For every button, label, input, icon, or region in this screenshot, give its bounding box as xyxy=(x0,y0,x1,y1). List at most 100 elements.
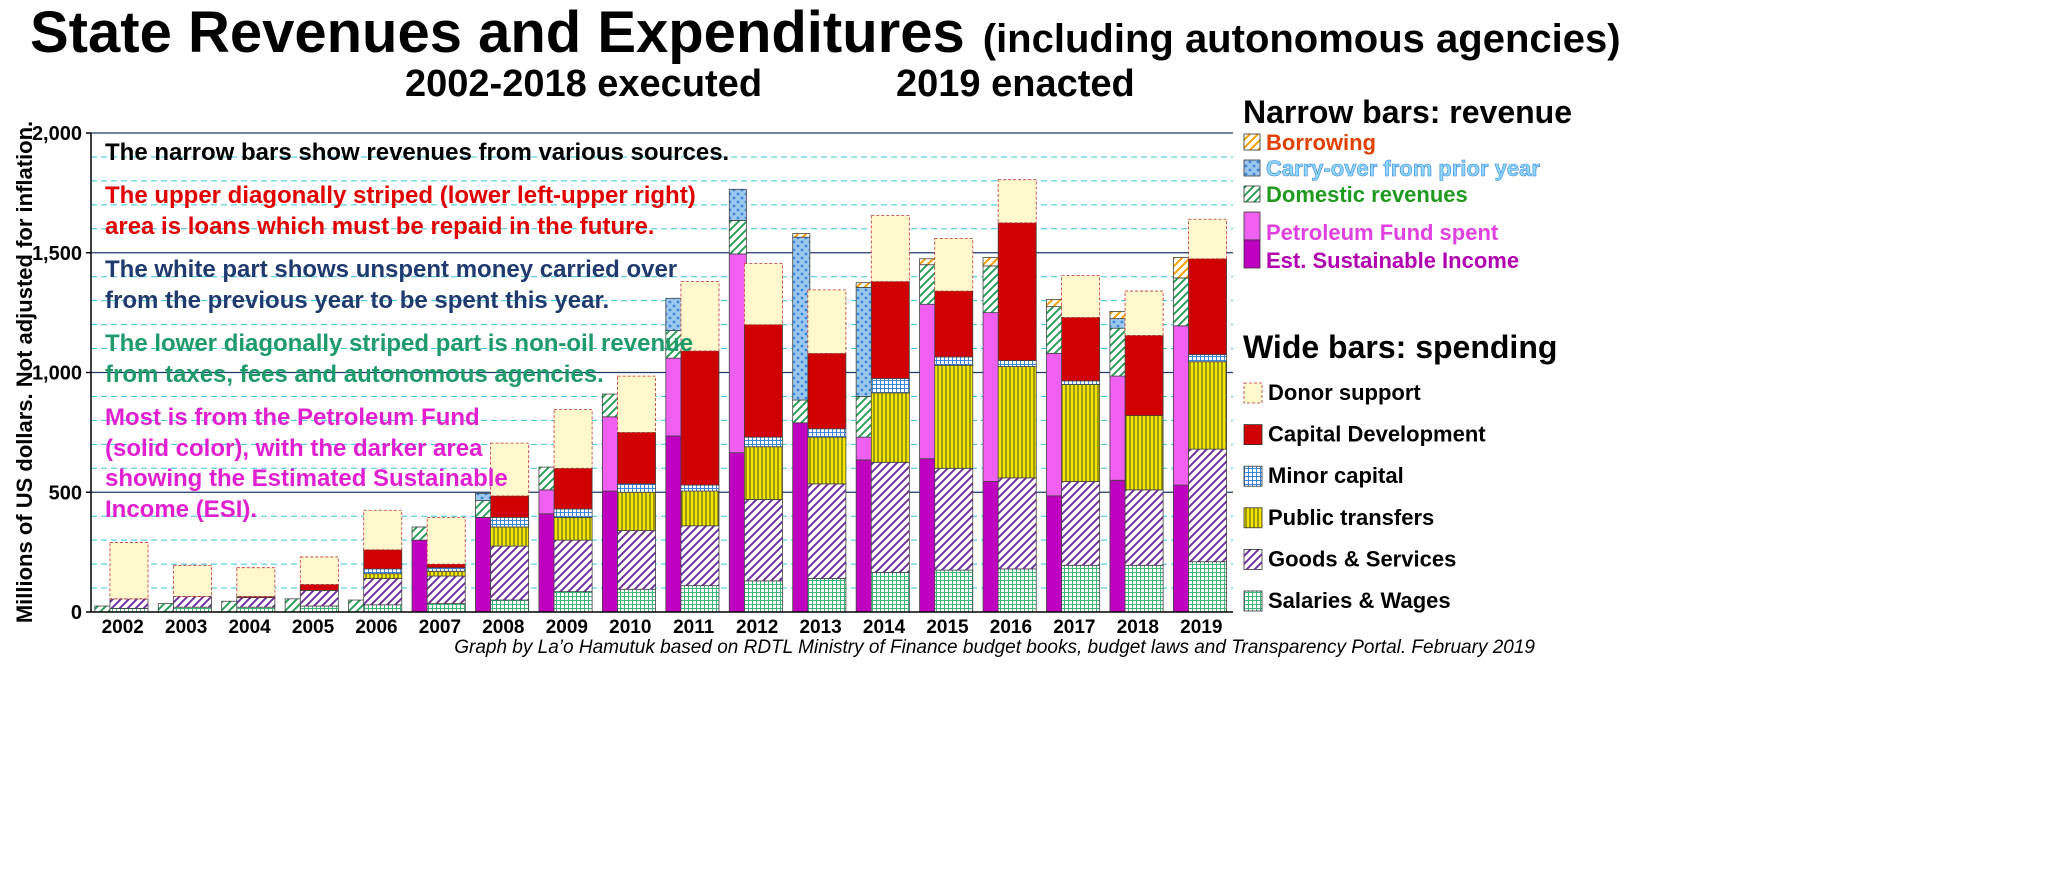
spending-bar-segment xyxy=(680,484,720,492)
x-tick-label: 2007 xyxy=(419,617,461,638)
spending-bar-segment xyxy=(617,491,656,531)
x-tick-label: 2014 xyxy=(863,617,906,638)
chart-credit: Graph by La’o Hamutuk based on RDTL Mini… xyxy=(454,637,1535,658)
spending-bar-segment xyxy=(807,483,847,579)
revenue-bar-segment xyxy=(1109,375,1128,481)
revenue-legend-label: Carry-over from prior year xyxy=(1266,156,1540,181)
revenue-legend-title: Narrow bars: revenue xyxy=(1243,94,1572,130)
spending-bar-segment xyxy=(870,392,910,463)
spending-bar-segment xyxy=(553,467,593,510)
y-tick-label: 2,000 xyxy=(32,123,82,145)
spending-bar-segment xyxy=(363,604,403,613)
spending-bar-segment xyxy=(553,516,593,541)
spending-bar-segment xyxy=(934,356,974,366)
spending-bar-segment xyxy=(299,584,339,591)
spending-legend-label: Capital Development xyxy=(1268,422,1486,447)
revenue-bar-segment xyxy=(601,393,620,418)
spending-legend-label: Goods & Services xyxy=(1268,546,1456,571)
spending-bar-segment xyxy=(172,564,212,597)
annotation-text: Most is from the Petroleum Fund xyxy=(105,404,480,431)
revenue-bar-segment xyxy=(919,303,938,460)
spending-bar-segment xyxy=(743,446,783,500)
x-tick-label: 2015 xyxy=(926,617,969,638)
revenue-bar-segment xyxy=(475,500,494,518)
spending-bar-segment xyxy=(1061,481,1101,566)
spending-bar-segment xyxy=(1188,561,1227,613)
spending-bar-segment xyxy=(680,281,720,352)
spending-legend-swatch xyxy=(1243,549,1263,570)
spending-bar-segment xyxy=(490,599,530,613)
spending-bar-segment xyxy=(1188,218,1227,260)
revenue-bar-segment xyxy=(538,466,557,491)
spending-bar-segment xyxy=(617,483,656,493)
annotation-text: The upper diagonally striped (lower left… xyxy=(105,182,696,209)
spending-legend-label: Salaries & Wages xyxy=(1268,588,1451,613)
revenue-bar-segment xyxy=(348,599,367,613)
spending-bar-segment xyxy=(426,567,466,572)
spending-bar-segment xyxy=(1061,275,1101,318)
annotation-text: area is loans which must be repaid in th… xyxy=(105,213,654,240)
spending-bar-segment xyxy=(997,179,1037,224)
y-tick-label: 500 xyxy=(49,482,82,504)
spending-bar-segment xyxy=(617,431,656,485)
revenue-bar-segment xyxy=(1046,299,1065,308)
spending-bar-segment xyxy=(490,516,530,528)
annotation-text: from the previous year to be spent this … xyxy=(105,287,609,314)
revenue-bar-segment xyxy=(855,287,874,397)
spending-bar-segment xyxy=(1124,489,1164,566)
revenue-legend-swatch xyxy=(1243,133,1261,151)
revenue-bar-segment xyxy=(728,452,747,613)
spending-bar-segment xyxy=(934,467,974,571)
revenue-bar-segment xyxy=(982,265,1001,314)
spending-bar-segment xyxy=(934,237,974,292)
revenue-legend-label: Est. Sustainable Income xyxy=(1266,248,1519,273)
spending-bar-segment xyxy=(363,549,403,570)
spending-bar-segment xyxy=(934,290,974,358)
x-tick-label: 2017 xyxy=(1053,617,1095,638)
annotation-text: (solid color), with the darker area xyxy=(105,435,483,462)
spending-bar-segment xyxy=(997,360,1037,367)
spending-bar-segment xyxy=(870,378,910,394)
revenue-bar-segment xyxy=(1046,352,1065,497)
spending-legend-title: Wide bars: spending xyxy=(1243,329,1557,365)
spending-bar-segment xyxy=(680,585,720,613)
revenue-legend-swatch xyxy=(1243,185,1261,203)
spending-bar-segment xyxy=(870,461,910,573)
x-tick-label: 2018 xyxy=(1117,617,1159,638)
x-tick-label: 2011 xyxy=(673,617,715,638)
y-tick-label: 1,000 xyxy=(32,363,82,385)
spending-legend-label: Public transfers xyxy=(1268,505,1434,530)
revenue-bar-segment xyxy=(855,459,874,613)
spending-bar-segment xyxy=(363,573,403,579)
chart-title: State Revenues and Expenditures (includin… xyxy=(30,0,1621,65)
revenue-bar-segment xyxy=(411,526,430,541)
revenue-legend-label: Petroleum Fund spent xyxy=(1266,220,1499,245)
spending-bar-segment xyxy=(236,597,276,608)
spending-bar-segment xyxy=(1061,564,1101,613)
x-tick-label: 2002 xyxy=(102,617,144,638)
spending-bar-segment xyxy=(490,545,530,601)
spending-legend-swatch xyxy=(1243,424,1263,446)
revenue-bar-segment xyxy=(1172,484,1191,613)
spending-legend-swatch xyxy=(1243,382,1263,404)
spending-bar-segment xyxy=(363,578,403,606)
revenue-bar-segment xyxy=(1109,327,1128,377)
spending-bar-segment xyxy=(617,375,656,433)
revenue-bar-segment xyxy=(665,297,684,331)
spending-bar-segment xyxy=(553,508,593,518)
revenue-bar-segment xyxy=(982,257,1001,267)
spending-bar-segment xyxy=(1124,334,1164,417)
spending-bar-segment xyxy=(807,352,847,430)
revenue-bar-segment xyxy=(538,513,557,613)
revenue-bar-segment xyxy=(728,220,747,255)
spending-bar-segment xyxy=(236,567,276,597)
spending-bar-segment xyxy=(363,568,403,575)
spending-bar-segment xyxy=(807,289,847,354)
revenue-bar-segment xyxy=(665,357,684,437)
x-tick-label: 2012 xyxy=(736,617,778,638)
spending-bar-segment xyxy=(426,570,466,577)
spending-bar-segment xyxy=(1124,290,1164,336)
spending-legend-swatch xyxy=(1243,507,1263,529)
